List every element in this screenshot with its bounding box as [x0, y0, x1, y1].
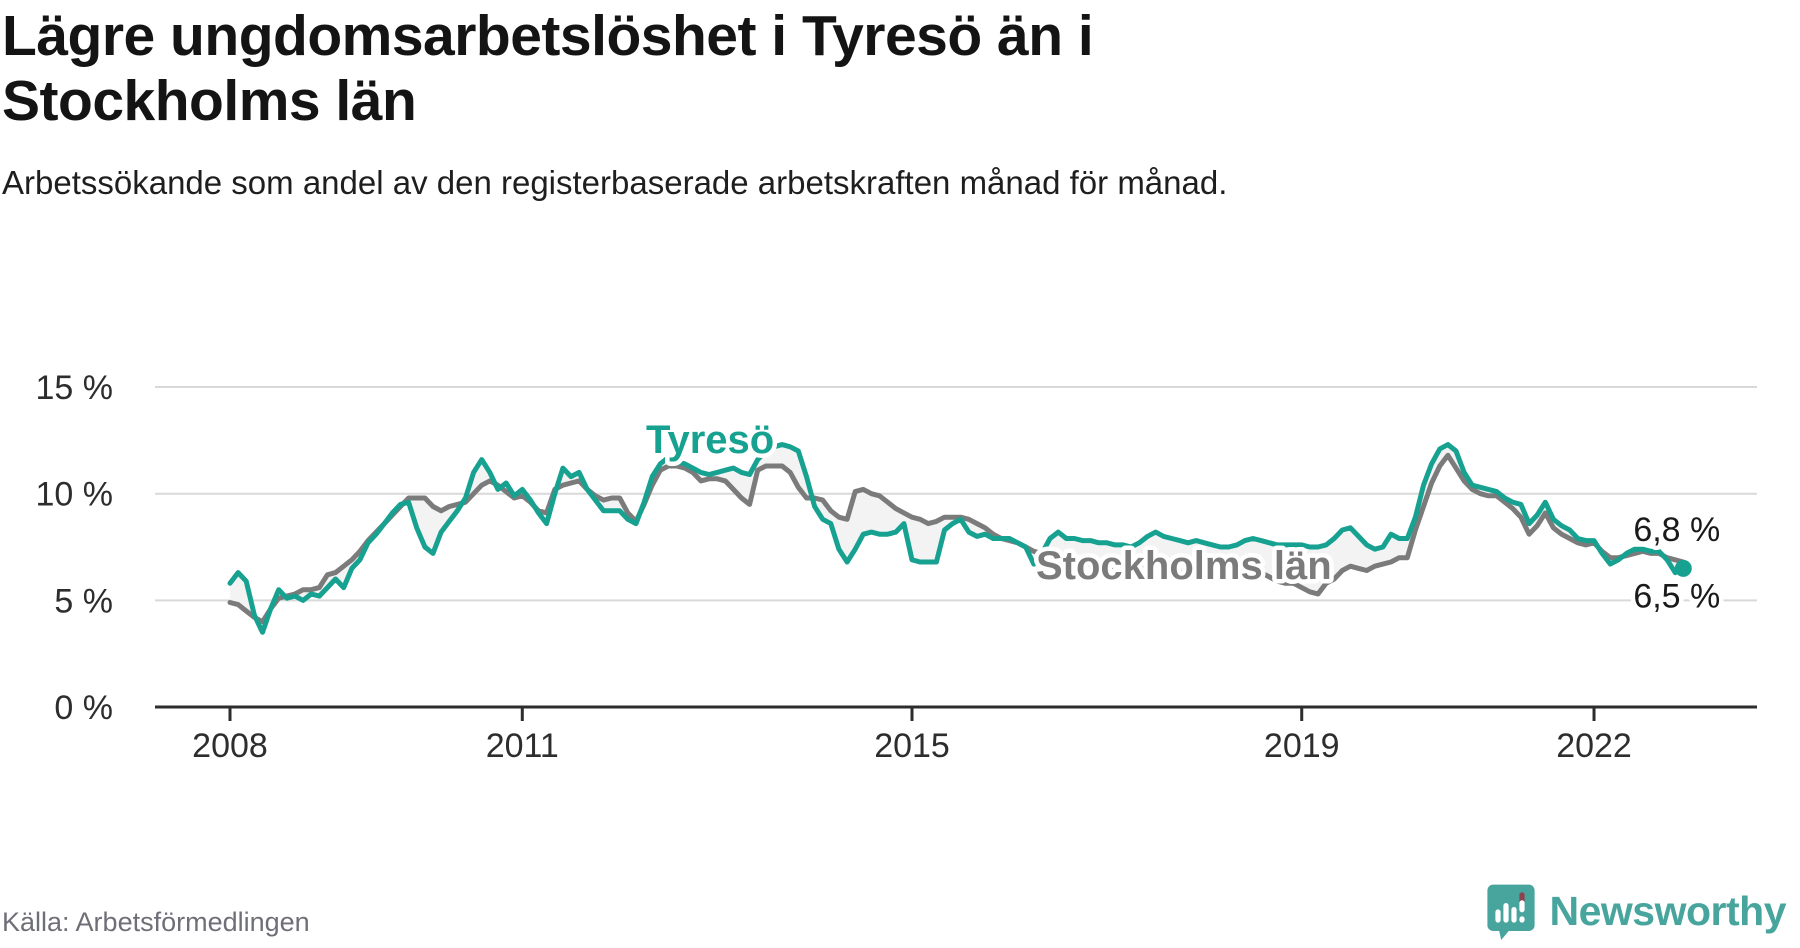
x-tick-label-2008: 2008 — [192, 727, 268, 765]
newsworthy-logo-icon — [1486, 884, 1535, 940]
series-end-dot-tyreso — [1674, 559, 1692, 577]
logo-bar-3 — [1510, 907, 1517, 923]
logo-bar-1 — [1494, 909, 1501, 923]
series-line-stockholms-lan — [227, 452, 1686, 625]
y-tick-label-5: 5 % — [54, 582, 113, 620]
logo-exclamation-stem — [1518, 900, 1525, 913]
fill-between-series — [230, 444, 1684, 633]
x-tick-label-2015: 2015 — [874, 727, 950, 765]
series-label-tyreso: Tyresö — [646, 418, 774, 462]
chart-header: Lägre ungdomsarbetslöshet i Tyresö än i … — [2, 4, 1502, 206]
chart-subtitle: Arbetssökande som andel av den registerb… — [2, 163, 1228, 201]
end-label-tyreso: 6,5 % — [1633, 577, 1720, 615]
x-tick-label-2019: 2019 — [1264, 727, 1340, 765]
series-label-stockholms-lan: Stockholms län — [1036, 544, 1332, 588]
y-tick-label-0: 0 % — [54, 689, 113, 727]
logo-bar-2 — [1502, 903, 1509, 923]
y-tick-label-10: 10 % — [36, 476, 114, 514]
y-tick-label-15: 15 % — [36, 369, 114, 407]
series-line-tyreso — [227, 442, 1686, 635]
end-label-stockholms-lan: 6,8 % — [1633, 511, 1720, 549]
chart-title: Lägre ungdomsarbetslöshet i Tyresö än i … — [2, 4, 1094, 133]
x-tick-label-2011: 2011 — [486, 727, 559, 765]
logo-exclamation-dot — [1518, 916, 1525, 923]
logo-bubble — [1486, 884, 1535, 931]
x-tick-label-2022: 2022 — [1556, 727, 1632, 765]
newsworthy-logo-text: Newsworthy — [1549, 888, 1787, 934]
logo-bubble-tail — [1498, 929, 1510, 940]
source-note: Källa: Arbetsförmedlingen — [2, 907, 310, 937]
newsworthy-logo: Newsworthy — [1486, 883, 1787, 940]
